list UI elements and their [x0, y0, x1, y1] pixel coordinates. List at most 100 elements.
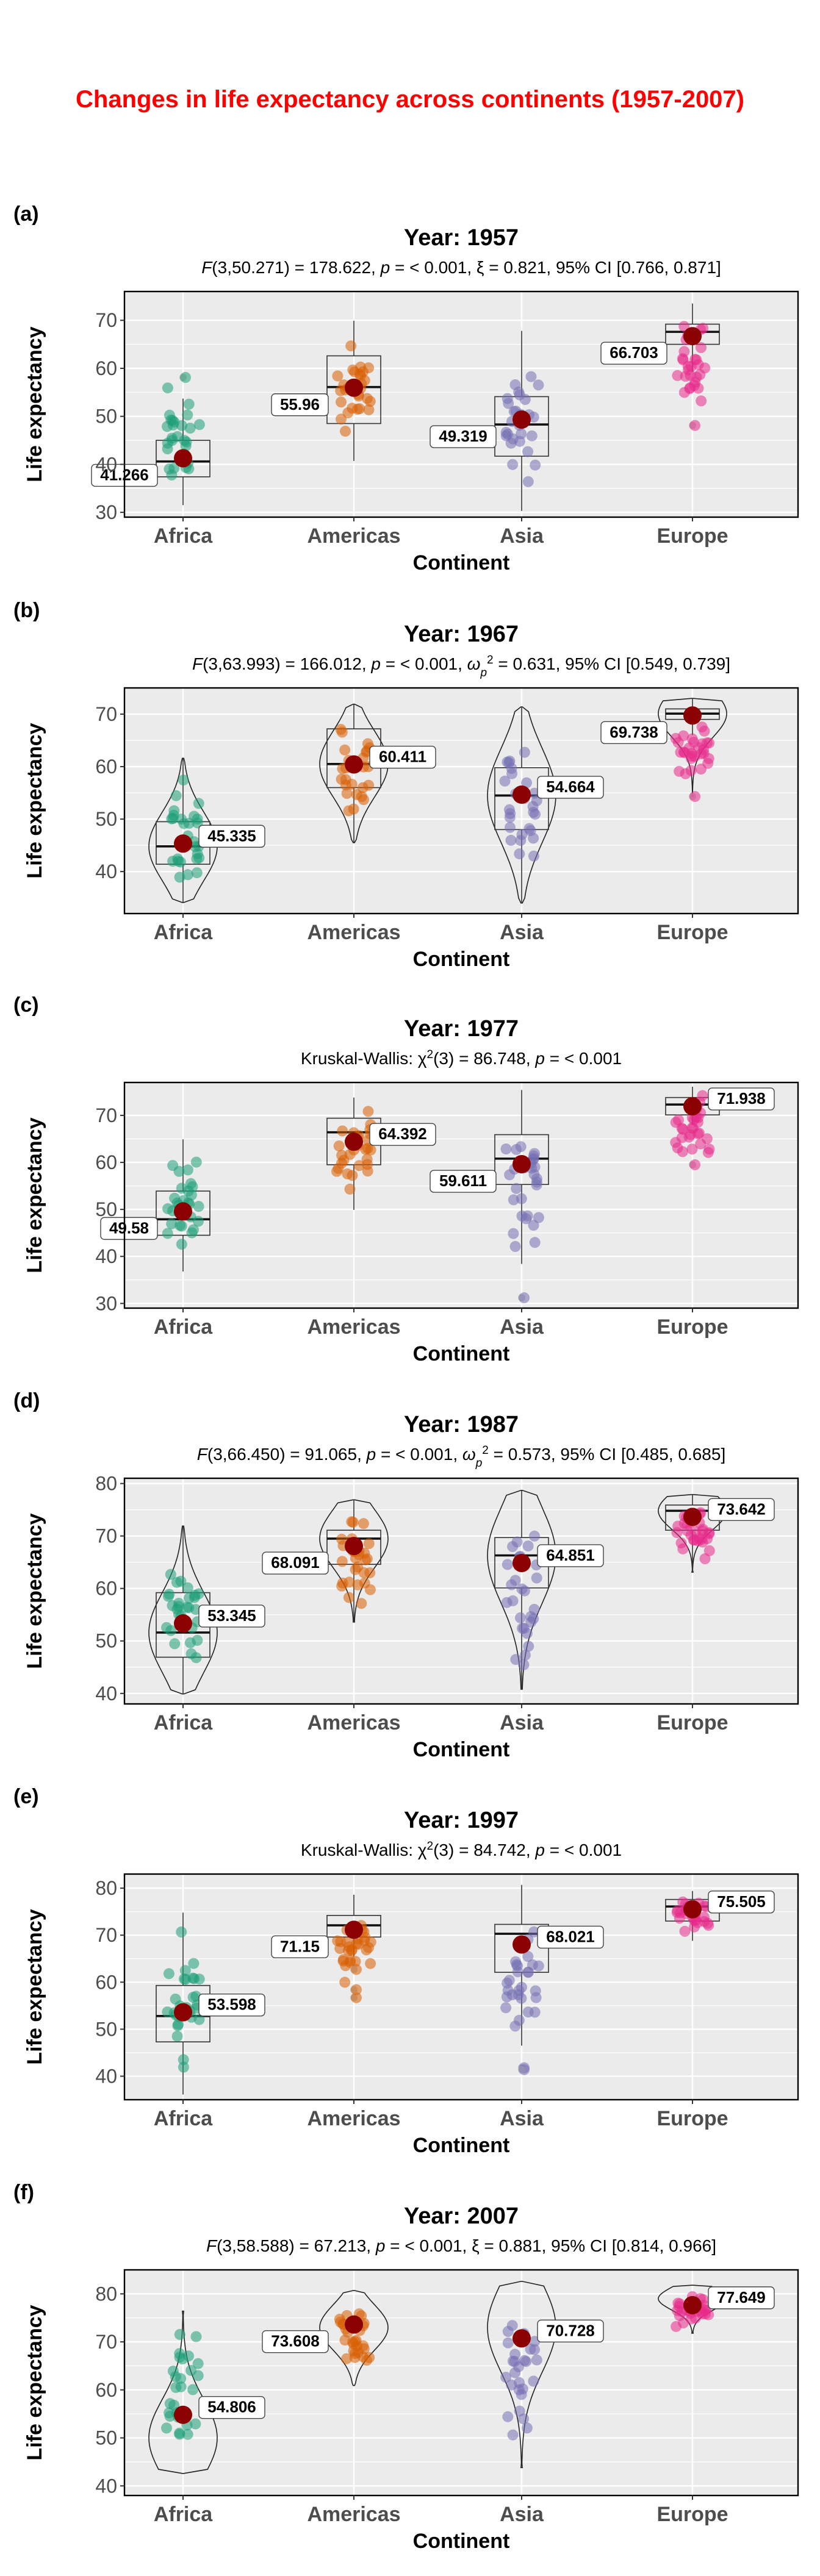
mean-label-box	[537, 2319, 604, 2343]
x-tick-label: Americas	[307, 921, 400, 944]
data-point	[162, 2006, 173, 2018]
data-point	[503, 398, 514, 409]
panel-subtitle: F(3,66.450) = 91.065, p = < 0.001, ωp2 =…	[197, 1444, 725, 1470]
violin-outline	[148, 1525, 218, 1695]
data-point	[336, 413, 347, 425]
data-point	[336, 1150, 348, 1161]
data-point	[343, 1592, 354, 1603]
data-point	[360, 1143, 372, 1155]
y-tick-label: 50	[95, 2427, 117, 2449]
mean-label-box	[600, 342, 667, 365]
data-point	[528, 1153, 539, 1164]
mean-label-box	[262, 2330, 329, 2353]
x-tick-label: Americas	[307, 524, 400, 548]
data-point	[509, 2356, 520, 2367]
data-point	[533, 379, 544, 391]
data-point	[341, 788, 353, 799]
data-point	[519, 1292, 530, 1304]
data-point	[519, 1649, 531, 1661]
mean-point	[345, 1132, 363, 1151]
data-point	[686, 1143, 698, 1155]
data-point	[679, 1925, 691, 1937]
data-point	[187, 2384, 199, 2395]
data-point	[358, 794, 369, 806]
y-axis-label: Life expectancy	[23, 2305, 46, 2460]
data-point	[677, 353, 688, 365]
mean-point	[512, 1553, 531, 1572]
chart-panel-c: (c) Year: 1977 Kruskal-Wallis: χ2(3) = 86.…	[13, 993, 799, 1365]
y-axis-label: Life expectancy	[23, 1909, 46, 2064]
data-point	[353, 1160, 365, 1172]
data-point	[192, 2370, 204, 2381]
data-point	[350, 1956, 361, 1967]
y-tick-label: 70	[95, 2331, 117, 2353]
data-point	[519, 746, 530, 758]
mean-point	[345, 1537, 363, 1556]
data-point	[362, 1106, 374, 1117]
data-point	[696, 721, 708, 733]
mean-point	[683, 2295, 702, 2314]
data-point	[174, 2427, 185, 2439]
data-point	[363, 1538, 375, 1550]
data-point	[699, 362, 711, 374]
y-tick-label: 80	[95, 2283, 117, 2305]
data-point	[703, 737, 715, 749]
panel-subtitle: Kruskal-Wallis: χ2(3) = 86.748, p = < 0.…	[301, 1048, 622, 1068]
mean-label-box	[708, 2286, 775, 2309]
data-point	[508, 1228, 519, 1239]
mean-label: 59.611	[439, 1172, 487, 1190]
data-point	[685, 361, 697, 372]
data-point	[347, 1944, 358, 1955]
data-point	[686, 733, 698, 745]
group-europe: 66.703	[600, 303, 720, 431]
mean-point	[345, 755, 363, 774]
data-point	[509, 1240, 521, 1252]
x-tick-label: Europe	[656, 2503, 728, 2526]
mean-point	[512, 410, 531, 429]
panel-tag: (e)	[13, 1785, 39, 1808]
mean-point	[174, 1614, 192, 1633]
y-tick-label: 40	[95, 1245, 117, 1267]
data-point	[533, 1960, 544, 1972]
data-point	[530, 1985, 541, 1997]
mean-label-box	[708, 1891, 775, 1914]
data-point	[528, 1926, 540, 1937]
data-point	[175, 2381, 187, 2392]
data-point	[696, 395, 707, 407]
y-axis-label: Life expectancy	[23, 326, 46, 482]
data-point	[531, 2354, 542, 2366]
data-point	[502, 2411, 514, 2422]
x-axis-label: Continent	[413, 2530, 510, 2553]
panel-subtitle: F(3,50.271) = 178.622, p = < 0.001, ξ = …	[201, 258, 721, 277]
y-tick-label: 50	[95, 1198, 117, 1220]
data-point	[533, 1212, 544, 1223]
mean-label-box	[537, 1544, 604, 1567]
data-point	[505, 821, 516, 833]
data-point	[517, 1623, 528, 1634]
data-point	[674, 1912, 685, 1924]
data-point	[175, 1575, 187, 1587]
x-tick-label: Asia	[500, 921, 544, 944]
data-point	[193, 798, 204, 809]
panel-title: Year: 1997	[404, 1808, 519, 1833]
group-americas: 64.392	[326, 1097, 436, 1210]
data-point	[689, 791, 700, 803]
x-axis-label: Continent	[413, 1738, 510, 1761]
data-point	[529, 1237, 541, 1248]
mean-label-box	[198, 825, 265, 848]
data-point	[522, 1951, 534, 1962]
data-point	[522, 476, 534, 487]
data-point	[509, 2020, 521, 2032]
data-point	[340, 426, 351, 437]
data-point	[168, 2399, 180, 2411]
data-point	[361, 1553, 373, 1565]
y-tick-label: 60	[95, 1578, 117, 1600]
data-point	[517, 2383, 528, 2395]
mean-point	[174, 2003, 192, 2022]
data-point	[522, 446, 534, 457]
mean-label-box	[537, 1925, 604, 1949]
data-point	[174, 2348, 185, 2360]
mean-label-box	[262, 1551, 329, 1575]
mean-point	[345, 1920, 363, 1939]
mean-point	[512, 1935, 531, 1954]
